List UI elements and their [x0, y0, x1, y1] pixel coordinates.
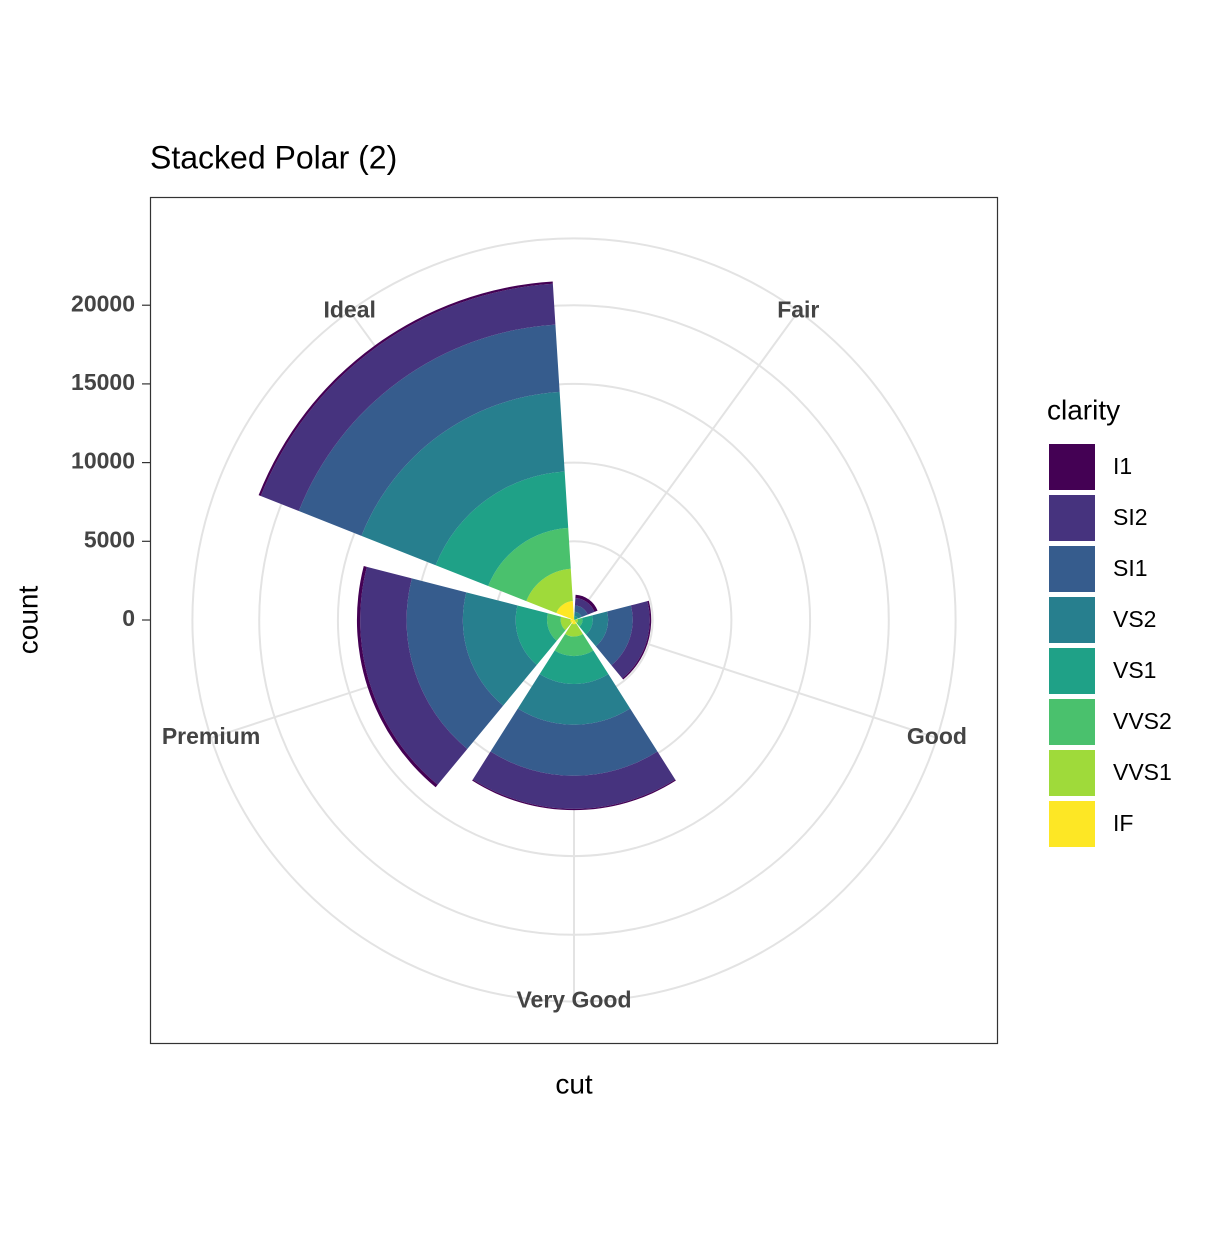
- x-axis-label: cut: [555, 1068, 593, 1099]
- legend-label: SI1: [1113, 555, 1148, 581]
- legend-label: VS1: [1113, 657, 1156, 683]
- legend-label: SI2: [1113, 504, 1148, 530]
- category-label: Fair: [777, 296, 819, 322]
- legend-key: [1049, 648, 1095, 694]
- category-label: Good: [907, 723, 967, 749]
- category-label: Premium: [162, 723, 260, 749]
- legend-key: [1049, 546, 1095, 592]
- legend-label: I1: [1113, 453, 1132, 479]
- category-label: Ideal: [323, 296, 375, 322]
- category-label: Very Good: [516, 987, 631, 1013]
- legend-key: [1049, 801, 1095, 847]
- y-tick-label: 15000: [71, 369, 135, 395]
- legend-label: VS2: [1113, 606, 1156, 632]
- legend-title: clarity: [1047, 394, 1120, 425]
- y-tick-label: 0: [122, 605, 135, 631]
- legend-label: IF: [1113, 810, 1133, 836]
- legend-label: VVS2: [1113, 708, 1172, 734]
- y-tick-label: 10000: [71, 448, 135, 474]
- legend-label: VVS1: [1113, 759, 1172, 785]
- y-axis-label: count: [12, 586, 43, 655]
- legend-key: [1049, 444, 1095, 490]
- legend-key: [1049, 750, 1095, 796]
- chart-title: Stacked Polar (2): [150, 139, 397, 175]
- legend-key: [1049, 597, 1095, 643]
- legend-key: [1049, 495, 1095, 541]
- y-tick-label: 20000: [71, 290, 135, 316]
- y-tick-label: 5000: [84, 526, 135, 552]
- legend-key: [1049, 699, 1095, 745]
